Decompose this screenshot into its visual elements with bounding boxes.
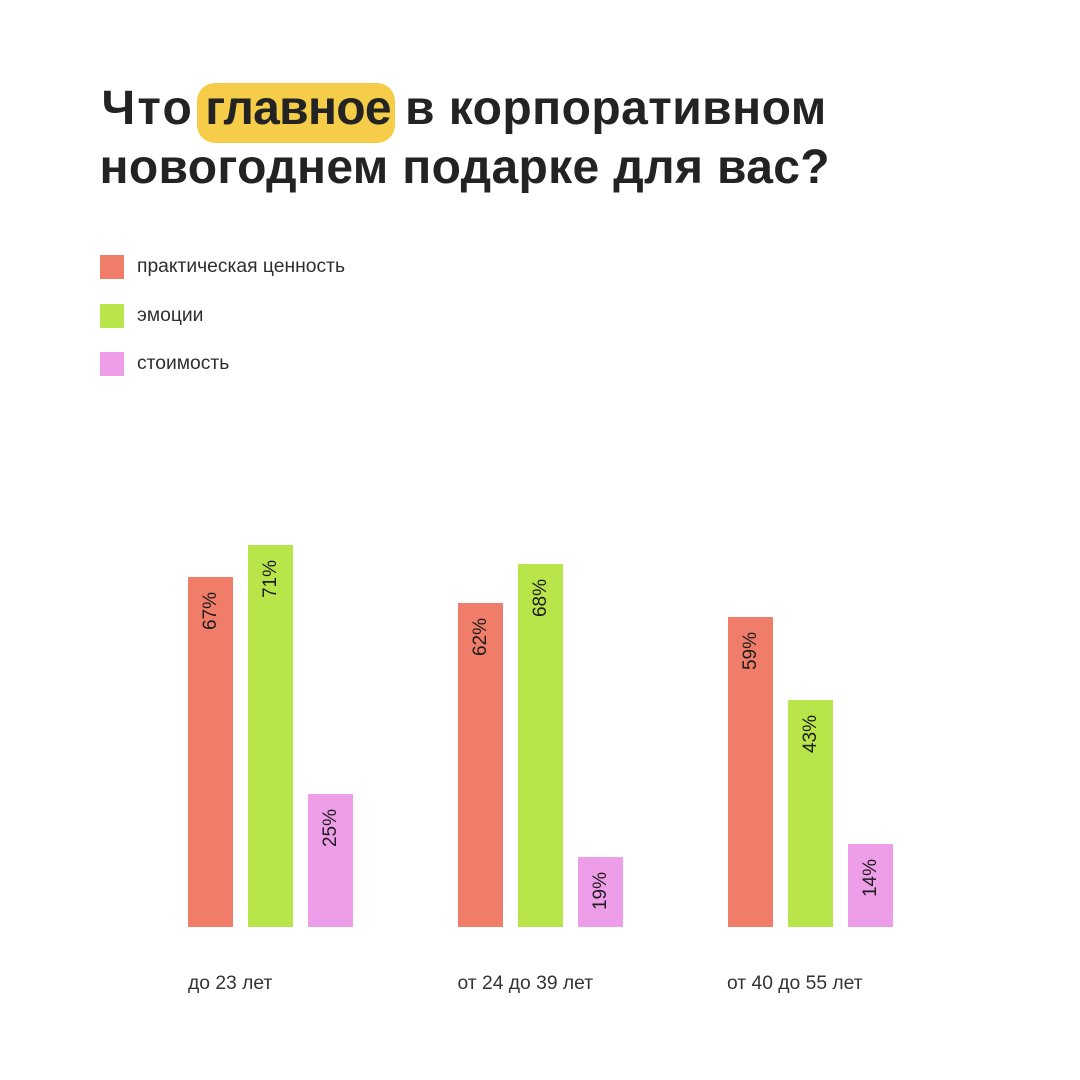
- svg-text:59%: 59%: [740, 632, 761, 670]
- svg-text:19%: 19%: [590, 872, 611, 910]
- svg-text:71%: 71%: [260, 560, 281, 598]
- svg-text:25%: 25%: [320, 809, 341, 847]
- svg-text:68%: 68%: [530, 579, 551, 617]
- svg-text:67%: 67%: [200, 592, 221, 630]
- svg-text:62%: 62%: [470, 618, 491, 656]
- svg-text:14%: 14%: [860, 859, 881, 897]
- svg-text:43%: 43%: [800, 715, 821, 753]
